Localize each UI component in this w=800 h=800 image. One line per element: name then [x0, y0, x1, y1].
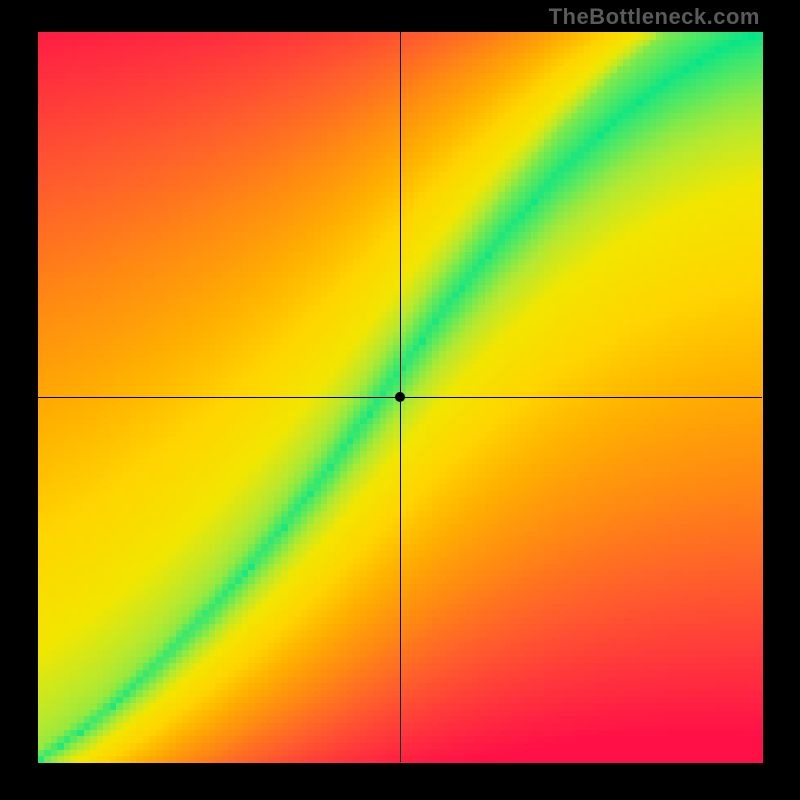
watermark-text: TheBottleneck.com — [549, 4, 760, 30]
bottleneck-heatmap — [0, 0, 800, 800]
chart-container: TheBottleneck.com — [0, 0, 800, 800]
